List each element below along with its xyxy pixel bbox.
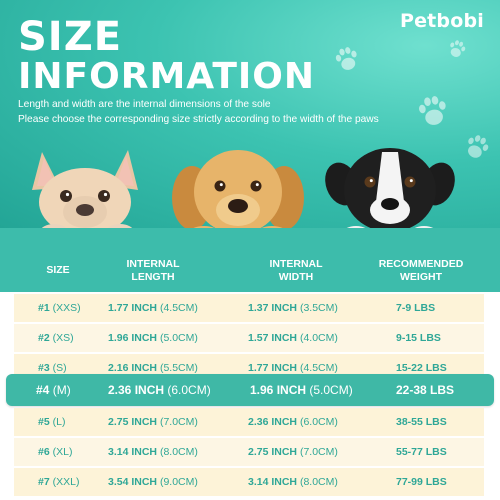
page-title-line1: SIZE (18, 14, 123, 60)
header-length-line2: LENGTH (131, 271, 175, 283)
width-cell: 2.75 INCH (7.0CM) (248, 446, 338, 458)
border-collie-image (320, 138, 460, 228)
french-bulldog-image (20, 140, 150, 228)
brand-logo: Petbobi (399, 10, 484, 32)
length-cell: 1.77 INCH (4.5CM) (108, 302, 198, 314)
length-cell: 2.36 INCH (6.0CM) (108, 383, 211, 397)
width-cell: 1.37 INCH (3.5CM) (248, 302, 338, 314)
size-cell: #4 (M) (36, 383, 71, 397)
header-length-line1: INTERNAL (126, 258, 180, 270)
paw-print-icon (462, 132, 492, 162)
size-cell: #7 (XXL) (38, 476, 80, 488)
paw-print-icon (414, 92, 452, 130)
length-cell: 2.75 INCH (7.0CM) (108, 416, 198, 428)
width-cell: 2.36 INCH (6.0CM) (248, 416, 338, 428)
table-row: #2 (XS) 1.96 INCH (5.0CM) 1.57 INCH (4.0… (14, 324, 484, 352)
subtitle-line1: Length and width are the internal dimens… (18, 99, 271, 110)
weight-cell: 38-55 LBS (396, 416, 447, 428)
table-row: #1 (XXS) 1.77 INCH (4.5CM) 1.37 INCH (3.… (14, 294, 484, 322)
table-row: #6 (XL) 3.14 INCH (8.0CM) 2.75 INCH (7.0… (14, 438, 484, 466)
table-row-highlighted: #4 (M) 2.36 INCH (6.0CM) 1.96 INCH (5.0C… (6, 374, 494, 406)
header-width: INTERNAL WIDTH (246, 258, 346, 284)
table-row: #5 (L) 2.75 INCH (7.0CM) 2.36 INCH (6.0C… (14, 408, 484, 436)
length-cell: 3.14 INCH (8.0CM) (108, 446, 198, 458)
header-weight-line1: RECOMMENDED (378, 258, 464, 270)
table-row: #7 (XXL) 3.54 INCH (9.0CM) 3.14 INCH (8.… (14, 468, 484, 496)
weight-cell: 9-15 LBS (396, 332, 441, 344)
weight-cell: 7-9 LBS (396, 302, 436, 314)
length-cell: 1.96 INCH (5.0CM) (108, 332, 198, 344)
header-weight: RECOMMENDED WEIGHT (366, 258, 476, 284)
size-cell: #1 (XXS) (38, 302, 81, 314)
subtitle-line2: Please choose the corresponding size str… (18, 114, 379, 125)
width-cell: 3.14 INCH (8.0CM) (248, 476, 338, 488)
weight-cell: 22-38 LBS (396, 383, 455, 397)
header-width-line2: WIDTH (278, 271, 314, 283)
width-cell: 1.77 INCH (4.5CM) (248, 362, 338, 374)
hero-banner: Petbobi SIZE INFORMATION Length and widt… (0, 0, 500, 228)
width-cell: 1.96 INCH (5.0CM) (250, 383, 353, 397)
length-cell: 2.16 INCH (5.5CM) (108, 362, 198, 374)
length-cell: 3.54 INCH (9.0CM) (108, 476, 198, 488)
weight-cell: 15-22 LBS (396, 362, 447, 374)
paw-print-icon (332, 44, 362, 74)
page-title-line2: INFORMATION (18, 56, 316, 97)
paw-print-icon (446, 38, 468, 60)
header-width-line1: INTERNAL (269, 258, 323, 270)
header-size: SIZE (46, 264, 70, 276)
weight-cell: 77-99 LBS (396, 476, 447, 488)
size-cell: #3 (S) (38, 362, 67, 374)
size-cell: #2 (XS) (38, 332, 74, 344)
weight-cell: 55-77 LBS (396, 446, 447, 458)
header-weight-line2: WEIGHT (400, 271, 442, 283)
width-cell: 1.57 INCH (4.0CM) (248, 332, 338, 344)
header-length: INTERNAL LENGTH (100, 258, 206, 284)
size-cell: #6 (XL) (38, 446, 73, 458)
table-header: SIZE INTERNAL LENGTH INTERNAL WIDTH RECO… (0, 228, 500, 292)
size-table: #1 (XXS) 1.77 INCH (4.5CM) 1.37 INCH (3.… (0, 292, 500, 500)
golden-retriever-image (168, 140, 308, 228)
size-cell: #5 (L) (38, 416, 66, 428)
